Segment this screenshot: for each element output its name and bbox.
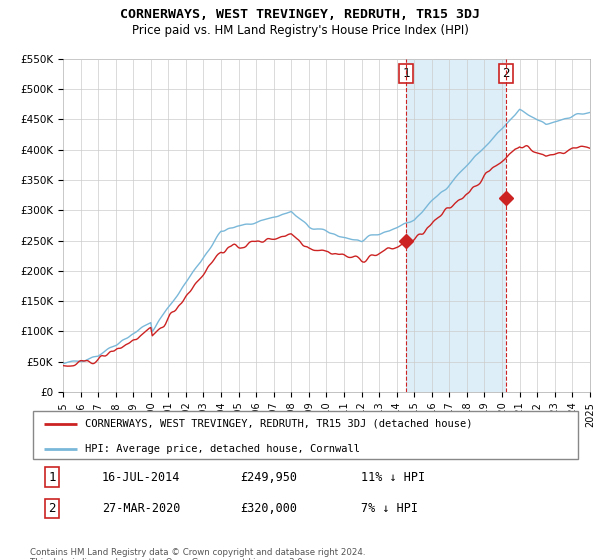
Text: Contains HM Land Registry data © Crown copyright and database right 2024.
This d: Contains HM Land Registry data © Crown c…	[30, 548, 365, 560]
Text: HPI: Average price, detached house, Cornwall: HPI: Average price, detached house, Corn…	[85, 444, 360, 454]
Text: 27-MAR-2020: 27-MAR-2020	[102, 502, 180, 515]
Text: CORNERWAYS, WEST TREVINGEY, REDRUTH, TR15 3DJ: CORNERWAYS, WEST TREVINGEY, REDRUTH, TR1…	[120, 8, 480, 21]
Text: 1: 1	[403, 67, 410, 80]
Text: CORNERWAYS, WEST TREVINGEY, REDRUTH, TR15 3DJ (detached house): CORNERWAYS, WEST TREVINGEY, REDRUTH, TR1…	[85, 419, 473, 429]
Text: 11% ↓ HPI: 11% ↓ HPI	[361, 470, 425, 484]
FancyBboxPatch shape	[33, 412, 578, 459]
Bar	[406, 59, 506, 392]
Text: 2: 2	[49, 502, 56, 515]
Text: £249,950: £249,950	[240, 470, 297, 484]
Text: 7% ↓ HPI: 7% ↓ HPI	[361, 502, 418, 515]
Text: 2: 2	[502, 67, 510, 80]
Text: 16-JUL-2014: 16-JUL-2014	[102, 470, 180, 484]
Text: 1: 1	[49, 470, 56, 484]
Text: £320,000: £320,000	[240, 502, 297, 515]
Text: Price paid vs. HM Land Registry's House Price Index (HPI): Price paid vs. HM Land Registry's House …	[131, 24, 469, 36]
